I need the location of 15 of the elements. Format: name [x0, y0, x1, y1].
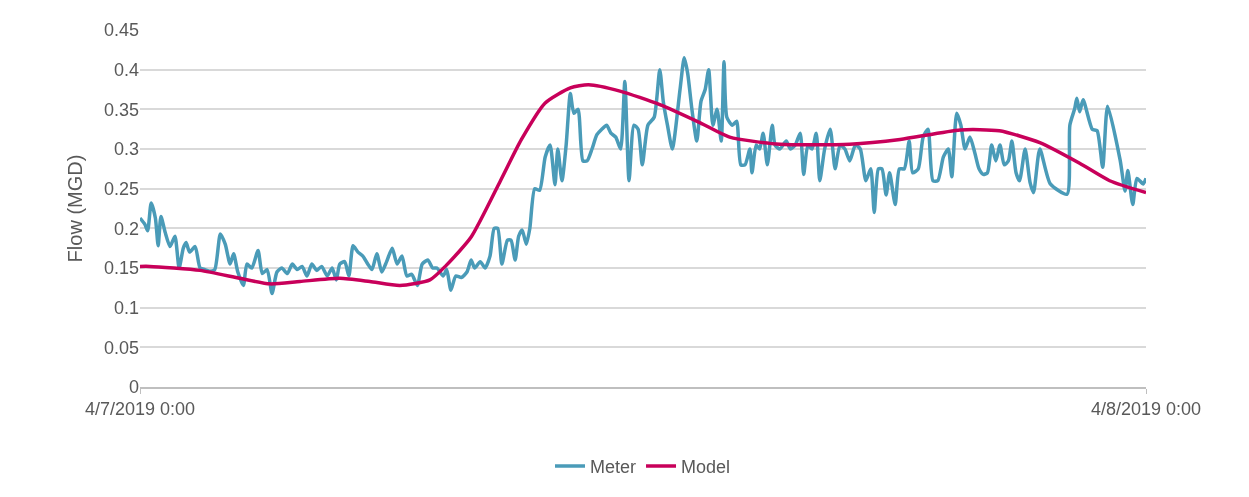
y-tick-label: 0.15	[103, 258, 139, 279]
legend-label: Model	[681, 456, 731, 477]
y-tick-label: 0.3	[113, 139, 139, 160]
y-tick-label: 0.2	[113, 218, 139, 239]
x-tick-label: 4/7/2019 0:00	[84, 399, 196, 420]
y-tick-label: 0.05	[103, 337, 139, 358]
legend-label: Meter	[590, 456, 637, 477]
y-tick-label: 0.1	[113, 297, 139, 318]
y-tick-label: 0.25	[103, 178, 139, 199]
x-tick-label: 4/8/2019 0:00	[1090, 399, 1202, 420]
y-axis-title: Flow (MGD)	[64, 154, 87, 263]
y-tick-label: 0.35	[103, 99, 139, 120]
y-tick-label: 0.4	[113, 59, 139, 80]
y-tick-label: 0	[128, 377, 139, 398]
y-tick-label: 0.45	[103, 20, 139, 41]
